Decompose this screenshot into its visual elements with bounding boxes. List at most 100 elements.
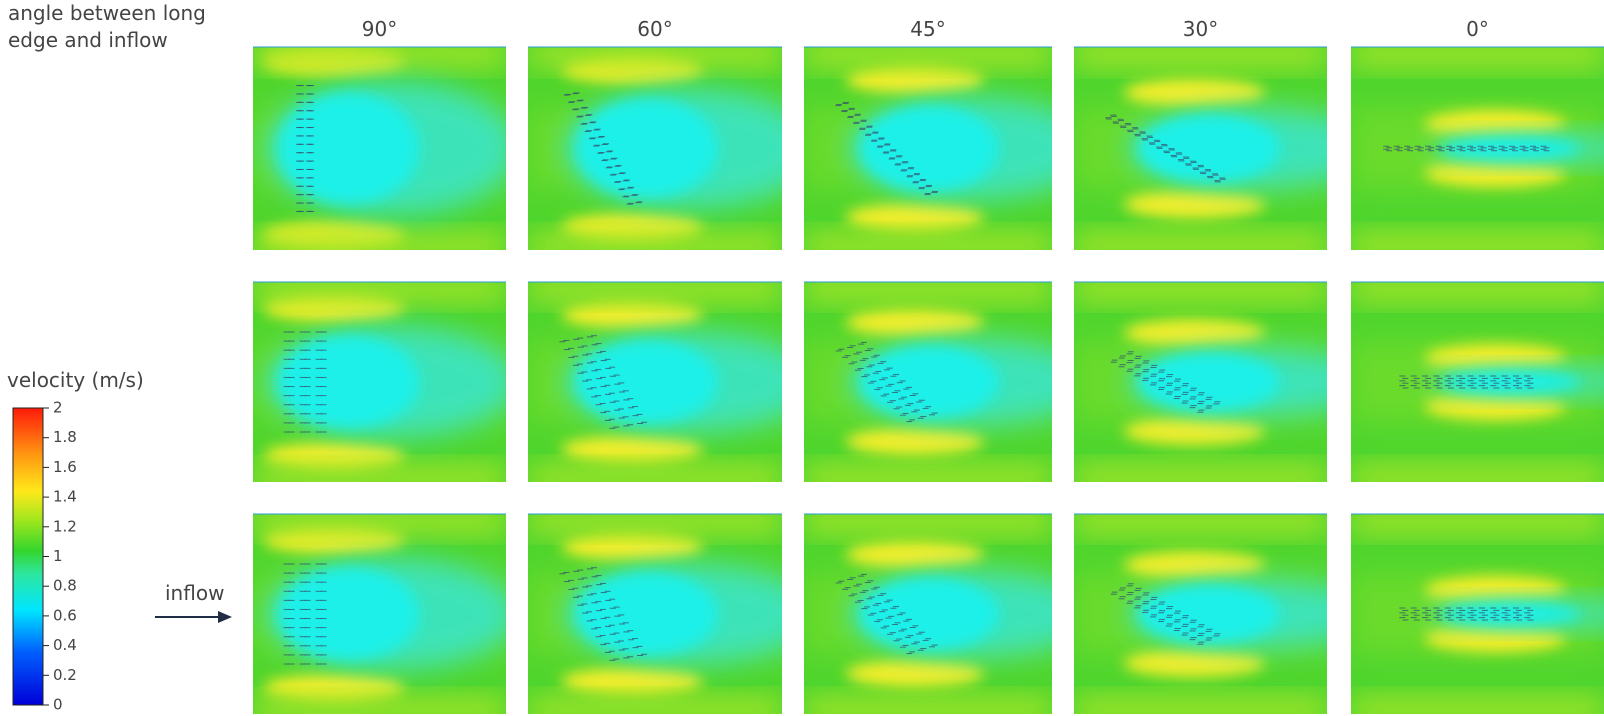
speedup-band: [1351, 466, 1604, 482]
speedup-band: [1074, 233, 1327, 250]
wake-core: [860, 105, 1000, 192]
contour-panel: [253, 46, 506, 250]
contour-panel: [253, 513, 506, 714]
speedup-zone: [561, 435, 704, 464]
contour-panel: [253, 281, 506, 482]
inflow-label: inflow: [165, 581, 224, 605]
colorbar-tick-label: 1: [53, 547, 63, 565]
panel-field: [253, 47, 506, 250]
speedup-band: [804, 698, 1052, 714]
speedup-zone: [1123, 78, 1266, 107]
speedup-band: [1351, 514, 1604, 533]
speedup-band: [528, 698, 782, 714]
speedup-band: [804, 282, 1052, 301]
speedup-band: [1074, 698, 1327, 714]
colorbar: [12, 407, 44, 706]
speedup-band: [1351, 233, 1604, 250]
speedup-band: [1351, 47, 1604, 67]
panel-field: [804, 47, 1052, 250]
header-label: angle between long edge and inflow: [8, 1, 206, 52]
speedup-zone: [1123, 551, 1266, 579]
speedup-zone: [845, 659, 985, 688]
wake-core: [1439, 137, 1582, 160]
wake-core: [576, 98, 719, 199]
speedup-zone: [845, 427, 985, 456]
speedup-zone: [845, 540, 985, 569]
speedup-zone: [1424, 344, 1567, 372]
colorbar-tick-label: 0.6: [53, 606, 77, 624]
speedup-zone: [1424, 158, 1567, 188]
panel-field: [528, 514, 782, 714]
speedup-band: [1351, 282, 1604, 301]
speedup-zone: [263, 674, 405, 702]
contour-panel: [804, 46, 1052, 250]
contour-panel: [1351, 281, 1604, 482]
column-label: 60°: [637, 17, 672, 41]
speedup-band: [1074, 47, 1327, 67]
wake-core: [860, 578, 1000, 650]
wake-core: [1138, 353, 1281, 411]
wake-core: [1439, 370, 1582, 394]
speedup-zone: [845, 308, 985, 337]
wake-core: [278, 567, 420, 661]
speedup-band: [1074, 282, 1327, 301]
speedup-zone: [1424, 392, 1567, 420]
colorbar-tick-label: 0.8: [53, 577, 77, 595]
speedup-band: [253, 698, 506, 714]
speedup-band: [804, 233, 1052, 250]
colorbar-tick-label: 0: [53, 696, 63, 714]
panel-field: [804, 514, 1052, 714]
panel-field: [528, 282, 782, 482]
speedup-band: [253, 466, 506, 482]
contour-panel: [528, 513, 782, 714]
speedup-band: [804, 514, 1052, 533]
contour-panel: [804, 513, 1052, 714]
speedup-band: [253, 233, 506, 250]
contour-panel: [528, 46, 782, 250]
colorbar-tick-label: 1.4: [53, 488, 77, 506]
column-label: 45°: [910, 17, 945, 41]
speedup-band: [1074, 466, 1327, 482]
contour-panel: [1351, 513, 1604, 714]
legend-title: velocity (m/s): [7, 368, 144, 392]
speedup-zone: [1424, 109, 1567, 139]
colorbar-tick-label: 1.6: [53, 458, 77, 476]
speedup-band: [528, 47, 782, 67]
panel-field: [1351, 514, 1604, 714]
panel-field: [1351, 282, 1604, 482]
speedup-band: [804, 47, 1052, 67]
speedup-band: [528, 514, 782, 533]
speedup-zone: [1123, 417, 1266, 445]
panel-field: [804, 282, 1052, 482]
speedup-zone: [561, 667, 704, 696]
panel-field: [253, 514, 506, 714]
speedup-zone: [1424, 624, 1567, 652]
speedup-band: [253, 47, 506, 67]
speedup-band: [253, 514, 506, 533]
contour-panel: [1074, 281, 1327, 482]
panel-field: [253, 282, 506, 482]
colorbar-tick-label: 1.2: [53, 517, 77, 535]
inflow-arrowhead: [218, 611, 232, 623]
speedup-zone: [263, 442, 405, 470]
wake-core: [278, 93, 420, 204]
speedup-zone: [845, 65, 985, 94]
panel-field: [1074, 47, 1327, 250]
contour-panel: [1351, 46, 1604, 250]
contour-panel: [528, 281, 782, 482]
speedup-zone: [561, 532, 704, 561]
column-label: 0°: [1466, 17, 1489, 41]
speedup-band: [1351, 698, 1604, 714]
contour-panel: [804, 281, 1052, 482]
speedup-band: [528, 233, 782, 250]
speedup-band: [253, 282, 506, 301]
contour-panel: [1074, 513, 1327, 714]
speedup-zone: [1123, 190, 1266, 219]
speedup-zone: [1424, 576, 1567, 604]
wake-core: [1138, 115, 1281, 182]
panel-field: [528, 47, 782, 250]
speedup-zone: [561, 300, 704, 329]
panel-field: [1074, 282, 1327, 482]
